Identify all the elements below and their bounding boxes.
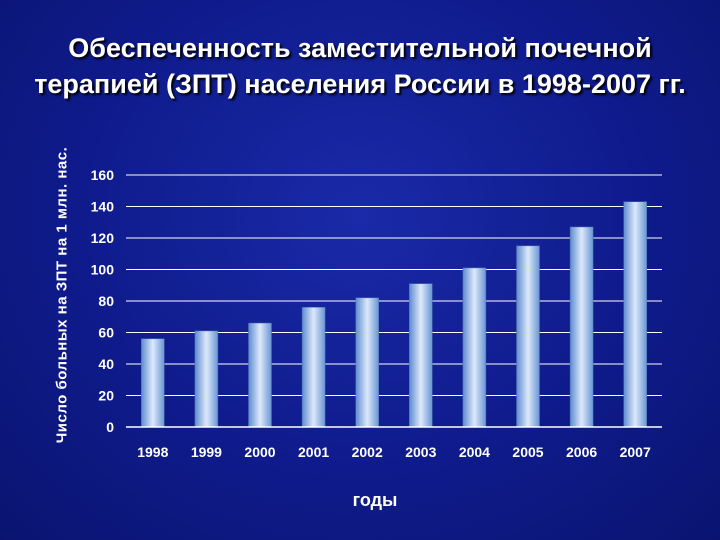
bar-2007 xyxy=(623,201,647,428)
y-tick-label-140: 140 xyxy=(91,199,115,215)
y-tick-label-60: 60 xyxy=(98,325,114,341)
x-tick-label-2000: 2000 xyxy=(244,444,275,460)
y-tick-label-100: 100 xyxy=(91,262,115,278)
bar-2002 xyxy=(355,297,379,428)
y-tick-labels: 0 20 40 60 80 100 120 140 160 xyxy=(91,167,115,435)
y-tick-label-0: 0 xyxy=(106,419,114,435)
y-tick-label-20: 20 xyxy=(98,388,114,404)
y-tick-label-160: 160 xyxy=(91,167,115,183)
bar-2001 xyxy=(301,307,326,428)
x-tick-labels: 1998 1999 2000 2001 2002 2003 2004 2005 2006 2007 xyxy=(137,444,651,460)
x-tick-label-2005: 2005 xyxy=(512,444,543,460)
bar-1998 xyxy=(141,338,165,428)
y-tick-label-80: 80 xyxy=(98,293,114,309)
x-tick-label-2003: 2003 xyxy=(405,444,436,460)
x-tick-label-2006: 2006 xyxy=(566,444,597,460)
x-tick-label-1998: 1998 xyxy=(137,444,168,460)
bars xyxy=(141,201,647,428)
title-line-1: Обеспеченность заместительной почечной xyxy=(68,33,652,63)
bar-2005 xyxy=(516,245,540,428)
y-tick-label-40: 40 xyxy=(98,356,114,372)
bar-2004 xyxy=(462,267,487,428)
x-tick-label-2007: 2007 xyxy=(620,444,651,460)
x-tick-label-2004: 2004 xyxy=(459,444,490,460)
bar-1999 xyxy=(194,330,219,428)
x-tick-label-2002: 2002 xyxy=(352,444,383,460)
y-tick-label-120: 120 xyxy=(91,230,115,246)
x-tick-label-1999: 1999 xyxy=(191,444,222,460)
slide-title: Обеспеченность заместительной почечной т… xyxy=(10,30,710,102)
x-axis-label: годы xyxy=(352,490,398,510)
y-axis-label: Число больных на ЗПТ на 1 млн. нас. xyxy=(53,146,71,444)
bar-2003 xyxy=(409,283,433,428)
x-tick-label-2001: 2001 xyxy=(298,444,329,460)
bar-2000 xyxy=(248,322,272,428)
title-line-2: терапией (ЗПТ) населения России в 1998-2… xyxy=(34,69,686,99)
bar-2006 xyxy=(569,226,594,428)
